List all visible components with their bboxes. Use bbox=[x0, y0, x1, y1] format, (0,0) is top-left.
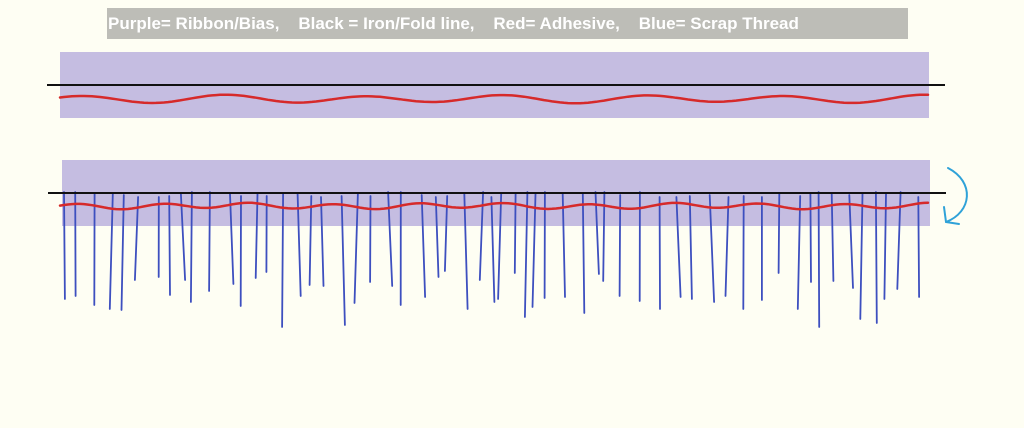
scrap-thread bbox=[524, 191, 529, 318]
scrap-thread bbox=[434, 196, 440, 278]
scrap-thread bbox=[168, 195, 171, 296]
curved-arrow-icon bbox=[943, 167, 968, 225]
scrap-thread bbox=[848, 194, 854, 289]
scrap-thread bbox=[229, 193, 235, 285]
scrap-thread bbox=[724, 196, 730, 297]
scrap-thread bbox=[308, 195, 313, 286]
scrap-thread bbox=[809, 192, 812, 283]
scrap-thread bbox=[817, 191, 821, 328]
scrap-thread bbox=[179, 193, 187, 281]
scrap-thread bbox=[602, 191, 606, 282]
bottom-panel bbox=[48, 160, 946, 328]
scrap-thread bbox=[490, 196, 496, 303]
scrap-thread bbox=[420, 194, 427, 298]
scrap-thread bbox=[353, 192, 359, 304]
scrap-thread bbox=[618, 194, 622, 297]
scrap-thread bbox=[708, 194, 715, 303]
scrap-thread bbox=[513, 192, 517, 274]
scrap-thread bbox=[281, 193, 285, 328]
scrap-thread bbox=[917, 196, 920, 298]
scrap-threads bbox=[63, 191, 920, 328]
scrap-thread bbox=[675, 196, 682, 298]
scrap-thread bbox=[830, 192, 835, 282]
scrap-thread bbox=[189, 191, 193, 303]
scrap-thread bbox=[561, 193, 566, 298]
scrap-thread bbox=[120, 194, 125, 311]
scrap-thread bbox=[796, 195, 802, 310]
scrap-thread bbox=[531, 193, 537, 308]
scrap-thread bbox=[108, 193, 114, 310]
scrap-thread bbox=[63, 191, 66, 300]
scrap-thread bbox=[340, 195, 346, 326]
top-panel bbox=[47, 52, 945, 118]
legend: Purple= Ribbon/Bias, Black = Iron/Fold l… bbox=[107, 8, 908, 39]
scrap-thread bbox=[320, 196, 325, 287]
scrap-thread bbox=[497, 192, 503, 300]
scrap-thread bbox=[688, 195, 693, 300]
adhesive-line-bottom bbox=[58, 201, 930, 211]
scrap-thread bbox=[896, 191, 902, 290]
adhesive-line-top bbox=[58, 93, 930, 105]
scrap-thread bbox=[883, 193, 887, 300]
scrap-thread bbox=[875, 191, 878, 324]
scrap-thread bbox=[443, 195, 449, 272]
scrap-thread bbox=[254, 193, 259, 279]
scrap-thread bbox=[581, 192, 586, 314]
scrap-thread bbox=[463, 192, 469, 310]
scrap-thread bbox=[478, 191, 485, 281]
scrap-thread bbox=[296, 193, 302, 297]
scrap-thread bbox=[859, 193, 864, 320]
scrap-thread bbox=[133, 196, 140, 281]
